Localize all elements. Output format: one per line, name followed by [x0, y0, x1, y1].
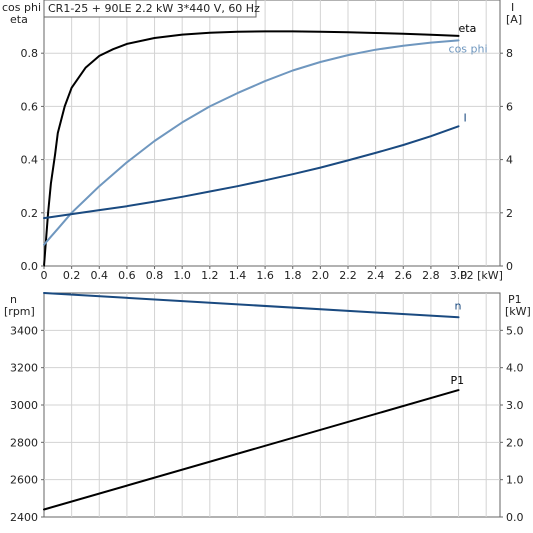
top-plot-frame — [43, 0, 501, 267]
top-series-group — [43, 30, 460, 267]
bottom-left-axis-label-2: [rpm] — [4, 305, 35, 318]
x-tick-label: 0.4 — [91, 269, 109, 282]
x-tick-label: 2.2 — [339, 269, 357, 282]
x-tick-label: 0.6 — [118, 269, 136, 282]
x-tick-label: 0.2 — [63, 269, 81, 282]
top-left-axis-label-2: eta — [10, 13, 28, 26]
x-tick-label: 2.8 — [422, 269, 440, 282]
left-tick-label: 2600 — [10, 474, 38, 487]
right-tick-label: 0.0 — [506, 511, 524, 524]
chart-title: CR1-25 + 90LE 2.2 kW 3*440 V, 60 Hz — [48, 2, 260, 15]
bottom-left-axis-label-1: n — [10, 293, 17, 306]
x-axis-label: P2 [kW] — [460, 269, 503, 282]
top-tick-labels: 0.0 0.2 0.4 0.6 0.8 0 2 4 6 8 0 0.2 0.4 0.6 0.8 1.0 1.2 1… — [21, 47, 514, 282]
left-tick-label: 3400 — [10, 324, 38, 337]
series-label-eta: eta — [459, 22, 477, 35]
series-line-n — [43, 292, 460, 319]
bottom-right-axis-label-2: [kW] — [505, 305, 531, 318]
right-tick-label: 0 — [506, 260, 513, 273]
x-tick-label: 2.6 — [395, 269, 413, 282]
left-tick-label: 0.2 — [21, 207, 39, 220]
left-tick-label: 0.4 — [21, 154, 39, 167]
left-tick-label: 2800 — [10, 436, 38, 449]
right-tick-label: 4 — [506, 154, 513, 167]
top-right-axis-label-2: [A] — [506, 13, 522, 26]
x-tick-label: 1.2 — [201, 269, 219, 282]
top-left-axis-label-1: cos phi — [2, 1, 41, 14]
right-tick-label: 6 — [506, 100, 513, 113]
x-tick-label: 0.8 — [146, 269, 164, 282]
x-tick-label: 2.4 — [367, 269, 385, 282]
x-tick-label: 1.6 — [256, 269, 274, 282]
x-tick-label: 1.4 — [229, 269, 247, 282]
x-tick-label: 0 — [41, 269, 48, 282]
right-tick-label: 5.0 — [506, 324, 524, 337]
right-tick-label: 8 — [506, 47, 513, 60]
bottom-series-group — [43, 292, 460, 511]
top-grid — [44, 0, 500, 266]
series-line-cos-phi — [43, 39, 460, 246]
series-line-eta — [43, 30, 460, 267]
x-tick-label: 2.0 — [312, 269, 330, 282]
right-tick-label: 2.0 — [506, 436, 524, 449]
series-line-p1 — [43, 389, 460, 511]
title-box — [43, 0, 257, 18]
series-label-cos-phi: cos phi — [449, 42, 488, 55]
bottom-tick-labels: 2400 2600 2800 3000 3200 3400 0.0 1.0 2.0 3.0 4.0 5… — [10, 324, 524, 524]
left-tick-label: 0.0 — [21, 260, 39, 273]
series-label-p1: P1 — [451, 374, 465, 387]
right-tick-label: 1.0 — [506, 474, 524, 487]
bottom-right-axis-label-1: P1 — [508, 293, 522, 306]
series-label-n: n — [455, 299, 462, 312]
bottom-series-labels: n P1 — [451, 299, 465, 387]
right-tick-label: 4.0 — [506, 362, 524, 375]
right-tick-label: 2 — [506, 207, 513, 220]
series-label-i: I — [464, 111, 467, 124]
top-right-axis-label-1: I — [511, 1, 514, 14]
x-tick-label: 1.0 — [173, 269, 191, 282]
left-tick-label: 0.8 — [21, 47, 39, 60]
left-tick-label: 3000 — [10, 399, 38, 412]
series-line-i — [43, 125, 460, 220]
top-series-labels: eta cos phi I — [449, 22, 488, 124]
bottom-grid — [44, 293, 500, 517]
left-tick-label: 3200 — [10, 362, 38, 375]
x-tick-label: 3.0 — [450, 269, 468, 282]
x-tick-label: 1.8 — [284, 269, 302, 282]
right-tick-label: 3.0 — [506, 399, 524, 412]
left-tick-label: 0.6 — [21, 100, 39, 113]
left-tick-label: 2400 — [10, 511, 38, 524]
